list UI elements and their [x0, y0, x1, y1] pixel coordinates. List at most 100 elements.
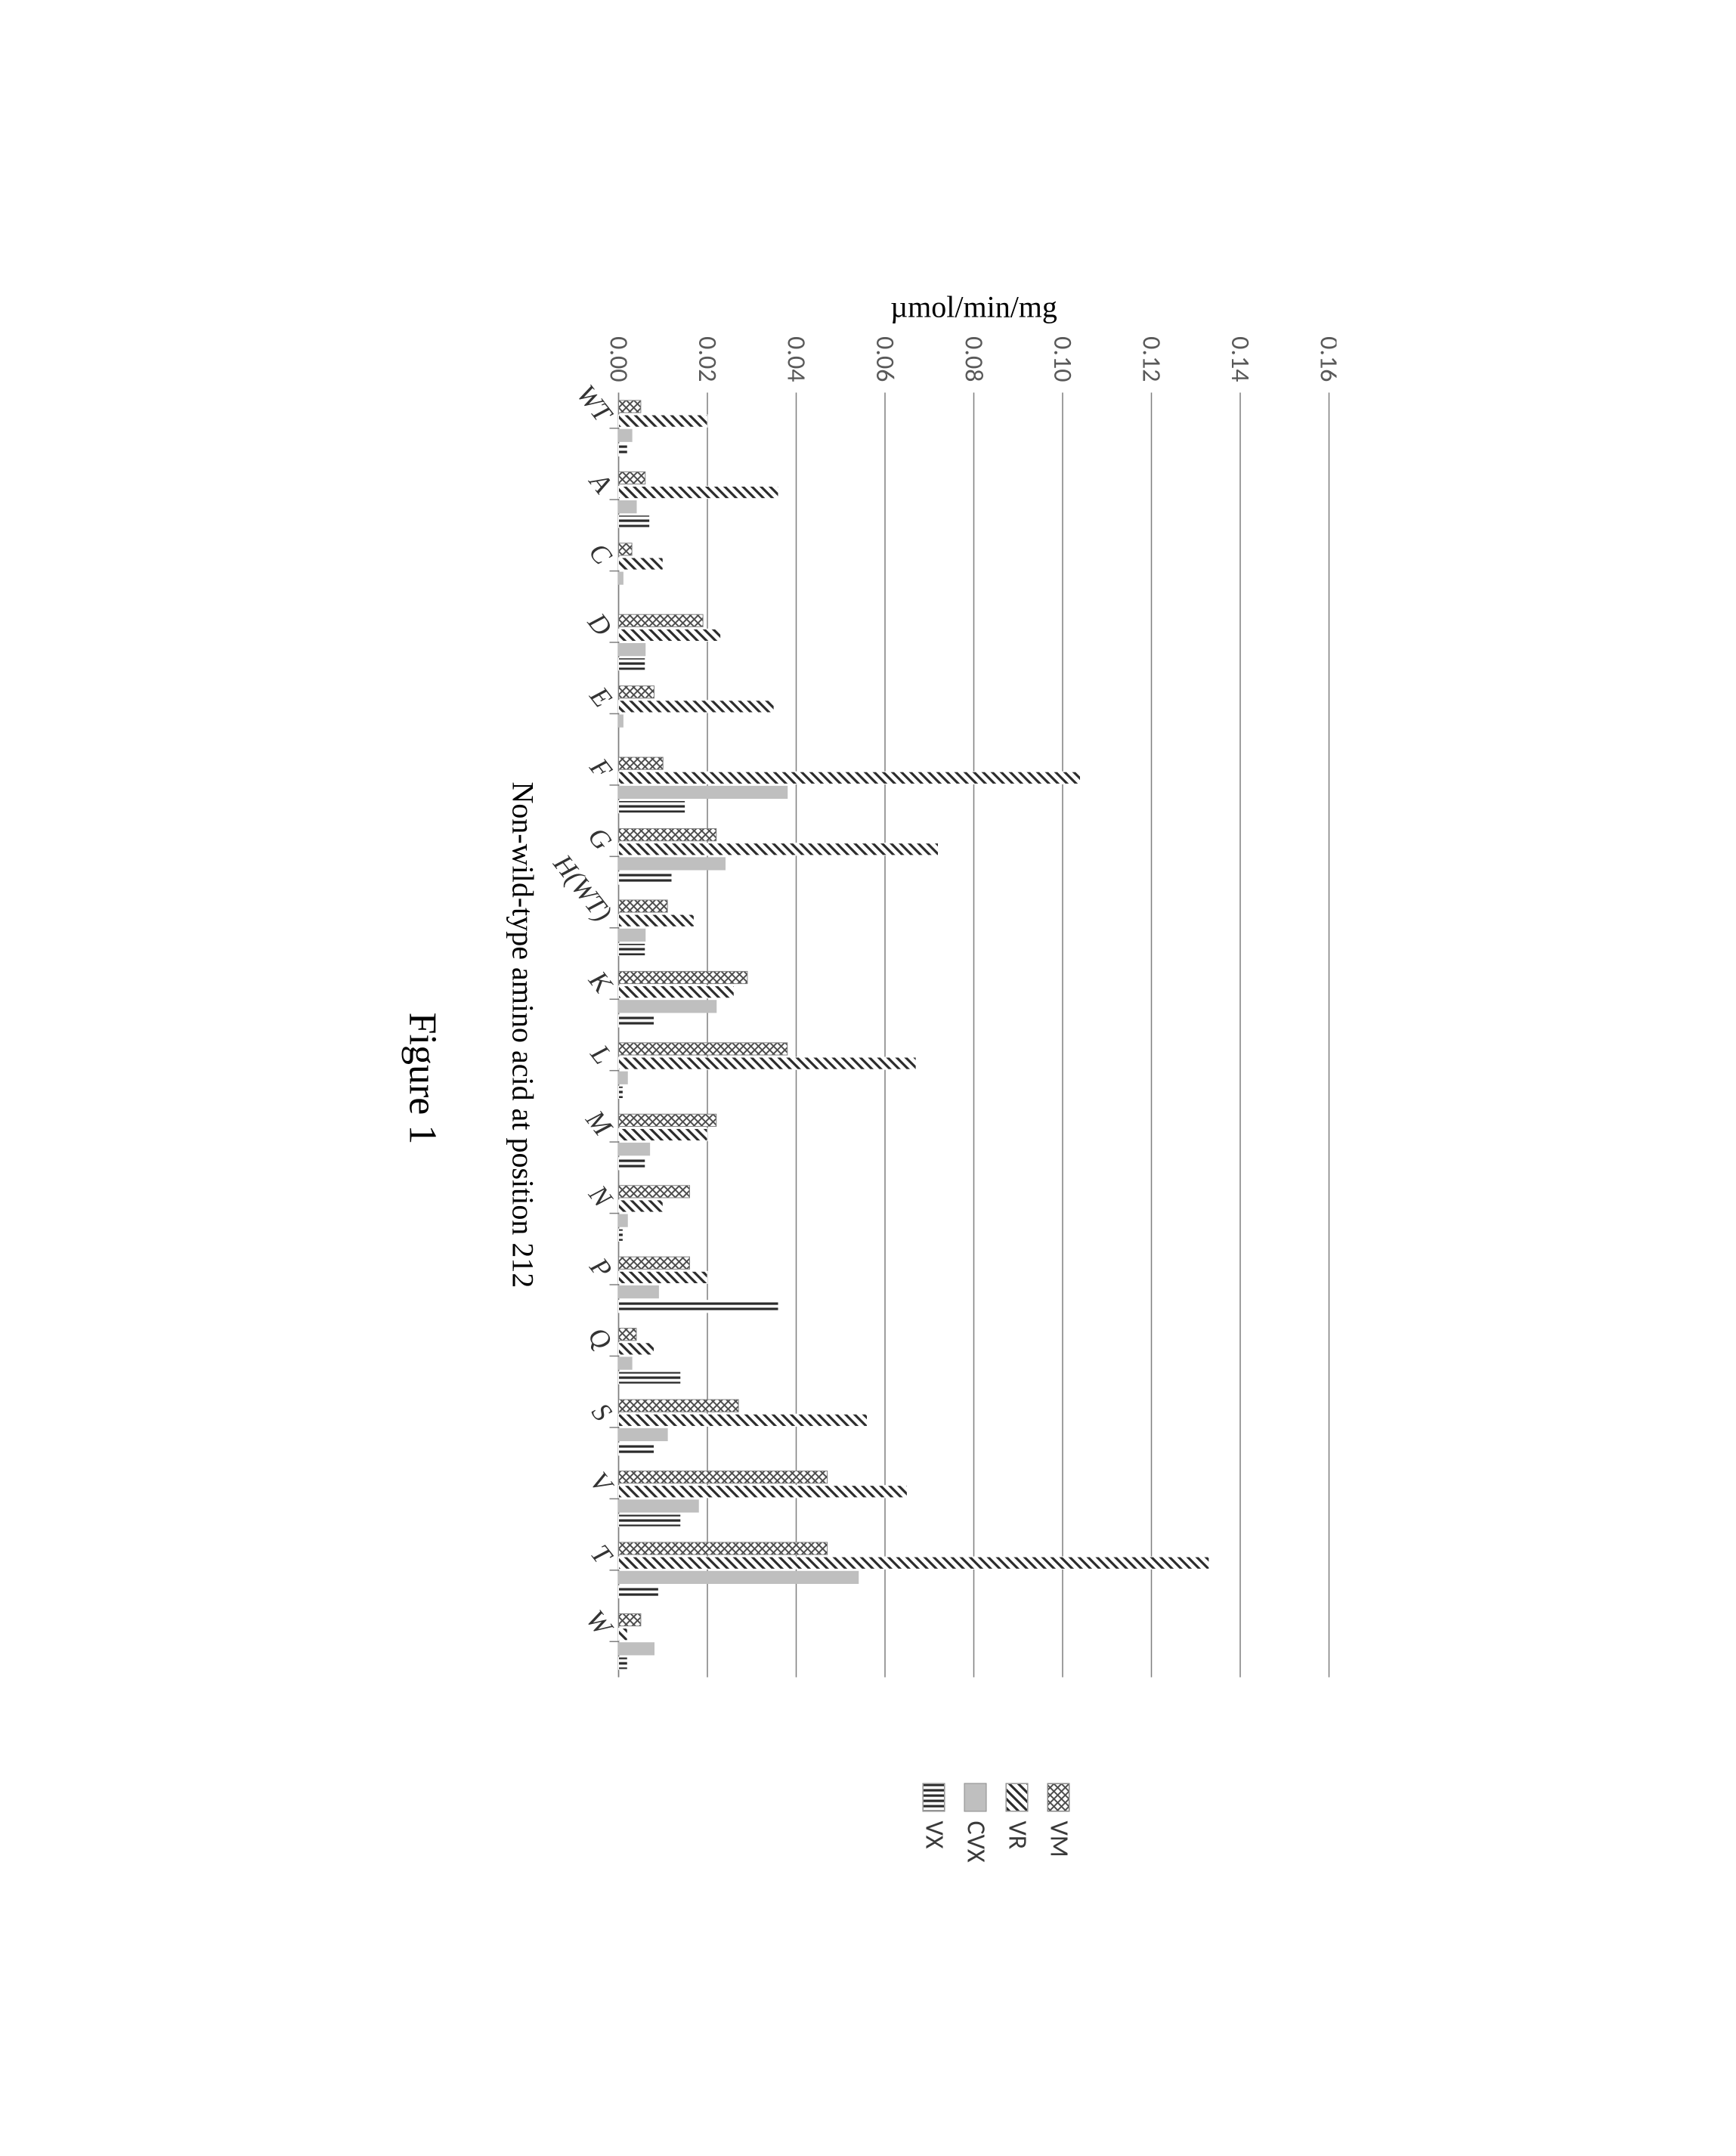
svg-text:0.14: 0.14 — [1224, 336, 1255, 382]
legend-item-vm: VM — [1043, 1783, 1074, 1862]
legend-swatch-cvx — [964, 1783, 987, 1811]
svg-text:S: S — [586, 1397, 618, 1427]
bar-VR-W — [618, 1628, 627, 1640]
bar-VM-Q — [618, 1328, 636, 1340]
bar-CVX-L — [618, 1072, 627, 1084]
bar-VM-L — [618, 1042, 787, 1054]
svg-text:0.02: 0.02 — [692, 336, 723, 382]
bar-VR-E — [618, 700, 774, 712]
bar-VR-C — [618, 557, 663, 569]
legend-label-vx: VX — [918, 1820, 949, 1848]
svg-text:W: W — [580, 1604, 619, 1642]
bar-VM-A — [618, 472, 645, 484]
bar-VM-K — [618, 971, 747, 983]
svg-text:H(WT): H(WT) — [547, 848, 618, 926]
bar-VX-H(WT) — [618, 943, 645, 955]
bar-CVX-E — [618, 714, 623, 726]
svg-text:0.00: 0.00 — [602, 336, 633, 382]
legend: VM VR CVX VX — [918, 1783, 1074, 1862]
bar-CVX-W — [618, 1642, 654, 1654]
bar-VM-N — [618, 1185, 689, 1197]
bar-VM-T — [618, 1542, 827, 1554]
bar-VX-Q — [618, 1372, 680, 1384]
bar-CVX-F — [618, 786, 787, 798]
x-axis-title: Non-wild-type amino acid at position 212 — [506, 781, 540, 1288]
bar-VM-F — [618, 757, 663, 769]
svg-text:0.10: 0.10 — [1047, 336, 1078, 382]
y-axis-title: µmol/min/mg — [890, 294, 1057, 323]
bar-VX-T — [618, 1585, 658, 1598]
legend-label-cvx: CVX — [960, 1820, 991, 1862]
bar-VM-E — [618, 685, 654, 698]
bar-VM-D — [618, 614, 703, 626]
svg-text:K: K — [582, 964, 618, 999]
bar-VR-F — [618, 772, 1080, 784]
bar-CVX-C — [618, 572, 623, 584]
legend-item-vr: VR — [1001, 1783, 1032, 1862]
bar-VR-D — [618, 629, 720, 641]
bar-VX-K — [618, 1014, 654, 1026]
bar-VX-F — [618, 800, 685, 812]
bar-VR-N — [618, 1199, 663, 1211]
bar-VM-V — [618, 1471, 827, 1483]
bar-CVX-H(WT) — [618, 929, 645, 941]
bar-VX-G — [618, 871, 672, 883]
legend-label-vm: VM — [1043, 1820, 1074, 1857]
bar-VR-P — [618, 1271, 707, 1283]
svg-text:Q: Q — [582, 1321, 618, 1355]
bar-CVX-Q — [618, 1356, 632, 1369]
bar-VR-T — [618, 1557, 1208, 1569]
bar-VM-W — [618, 1613, 640, 1626]
grouped-bar-chart: 0.00 0.02 0.04 0.06 0.08 0.10 0.12 0.14 0.16 W T A C… — [490, 294, 1336, 1692]
bar-VR-WT — [618, 415, 707, 427]
bar-VX-S — [618, 1443, 654, 1455]
svg-text:L: L — [584, 1038, 617, 1069]
bar-CVX-S — [618, 1428, 667, 1440]
bar-VR-G — [618, 843, 938, 855]
legend-swatch-vx — [923, 1783, 945, 1811]
bar-VX-W — [618, 1656, 627, 1669]
bar-VR-A — [618, 486, 778, 498]
svg-text:C: C — [583, 537, 618, 570]
bar-VR-S — [618, 1414, 867, 1426]
bar-VM-WT — [618, 400, 640, 412]
bar-VX-A — [618, 515, 649, 527]
bar-CVX-K — [618, 1000, 716, 1012]
svg-text:E: E — [583, 680, 618, 713]
bar-VR-M — [618, 1128, 707, 1140]
legend-swatch-vm — [1047, 1783, 1070, 1811]
svg-text:D: D — [581, 607, 617, 642]
svg-text:F: F — [583, 752, 618, 785]
bar-VM-C — [618, 543, 632, 555]
svg-text:0.16: 0.16 — [1313, 336, 1336, 382]
bar-VX-V — [618, 1514, 680, 1526]
bar-VR-L — [618, 1057, 916, 1069]
bar-VM-P — [618, 1257, 689, 1269]
svg-text:P: P — [583, 1251, 618, 1284]
svg-text:G: G — [582, 821, 618, 855]
figure-caption: Figure 1 — [400, 294, 444, 1862]
bar-VR-K — [618, 985, 734, 998]
chart-row: 0.00 0.02 0.04 0.06 0.08 0.10 0.12 0.14 0.16 W T A C… — [490, 294, 1336, 1862]
svg-text:M: M — [580, 1103, 619, 1142]
svg-text:T: T — [584, 1539, 619, 1571]
page: 0.00 0.02 0.04 0.06 0.08 0.10 0.12 0.14 0.16 W T A C… — [0, 0, 1736, 2156]
bar-VX-N — [618, 1229, 623, 1241]
bar-VM-G — [618, 828, 716, 840]
bar-CVX-WT — [618, 429, 632, 441]
svg-text:N: N — [582, 1179, 618, 1214]
bar-VR-H(WT) — [618, 914, 694, 926]
bar-CVX-D — [618, 643, 645, 655]
bar-CVX-T — [618, 1571, 858, 1583]
bar-VX-P — [618, 1300, 778, 1312]
bar-VR-Q — [618, 1342, 654, 1354]
svg-text:0.06: 0.06 — [869, 336, 900, 382]
bar-VM-S — [618, 1400, 738, 1412]
svg-text:0.04: 0.04 — [780, 336, 811, 382]
legend-item-vx: VX — [918, 1783, 949, 1862]
svg-text:A: A — [583, 466, 618, 499]
svg-text:0.12: 0.12 — [1135, 336, 1166, 382]
svg-text:0.08: 0.08 — [958, 336, 989, 382]
bar-VM-M — [618, 1114, 716, 1126]
bar-VX-D — [618, 657, 645, 670]
